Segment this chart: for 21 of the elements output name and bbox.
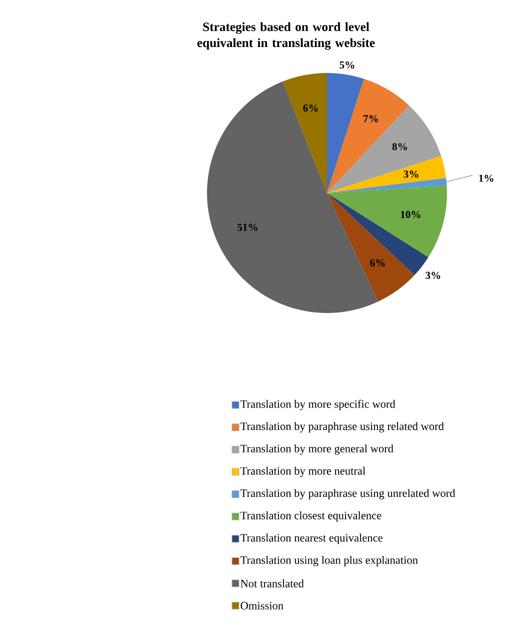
- data-label: 7%: [364, 115, 378, 122]
- legend-label: Translation by more specific word: [240, 400, 396, 410]
- legend-label: Omission: [240, 602, 284, 610]
- data-label: 6%: [370, 259, 385, 267]
- legend-label: Translation by more neutral: [240, 466, 366, 478]
- data-label: 3%: [404, 170, 418, 178]
- legend-label: Not translated: [240, 579, 304, 588]
- legend-label: Translation by paraphrase using related word: [240, 422, 444, 432]
- legend-label: Translation by more general word: [240, 444, 394, 455]
- data-label: 10%: [400, 210, 420, 218]
- chart-title: Strategies based on word level equivalent in translating website: [197, 22, 375, 50]
- data-label: 1%: [479, 174, 494, 182]
- legend-label: Translation by paraphrase using unrelated word: [240, 489, 456, 500]
- data-label: 5%: [340, 61, 354, 69]
- legend-label: Translation nearest equivalence: [240, 534, 382, 544]
- data-label: 8%: [392, 143, 407, 150]
- legend-label: Translation closest equivalence: [240, 511, 382, 522]
- data-label: 6%: [303, 104, 318, 112]
- legend-label: Translation using loan plus explanation: [240, 556, 418, 566]
- data-label: 51%: [237, 224, 258, 231]
- data-label: 3%: [426, 272, 440, 279]
